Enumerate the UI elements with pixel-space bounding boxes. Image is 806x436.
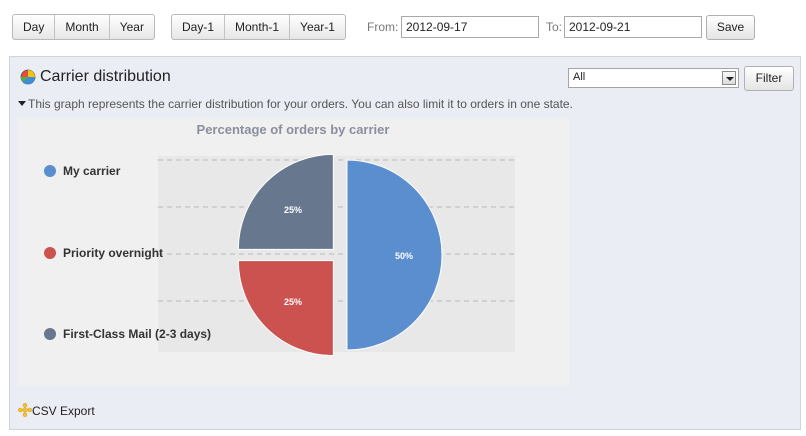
previous-period-button-group: Day-1 Month-1 Year-1 <box>171 14 346 40</box>
chart-title: Percentage of orders by carrier <box>197 122 390 137</box>
from-label: From: <box>367 20 399 34</box>
carrier-distribution-panel: Carrier distribution All Filter This gra… <box>9 56 801 430</box>
pie-slice-first-class-mail-2-3-days <box>237 153 334 250</box>
legend-label-priority-overnight: Priority overnight <box>63 246 163 260</box>
csv-export-link[interactable]: CSV Export <box>18 403 95 418</box>
from-date-input[interactable] <box>401 16 539 38</box>
state-select-value: All <box>573 71 586 83</box>
asterisk-icon <box>18 403 32 417</box>
state-select[interactable]: All <box>568 68 739 88</box>
legend-marker-first-class-mail-2-3-days <box>44 328 56 340</box>
chevron-down-icon[interactable] <box>722 71 736 85</box>
slice-label-my-carrier: 50% <box>395 251 413 261</box>
pie-slice-priority-overnight <box>237 260 334 357</box>
day-button[interactable]: Day <box>23 20 45 34</box>
filter-button[interactable]: Filter <box>744 66 794 91</box>
legend-label-first-class-mail-2-3-days: First-Class Mail (2-3 days) <box>63 327 211 341</box>
pie-chart-icon <box>20 69 36 85</box>
day-minus-one-button[interactable]: Day-1 <box>182 20 215 34</box>
to-label: To: <box>546 20 563 34</box>
description-text: This graph represents the carrier distri… <box>28 97 573 111</box>
year-minus-one-button[interactable]: Year-1 <box>289 15 345 39</box>
chart-area: Percentage of orders by carrier 50% 25% 25%… <box>18 118 569 386</box>
legend-marker-priority-overnight <box>44 247 56 259</box>
graph-description[interactable]: This graph represents the carrier distri… <box>18 97 573 111</box>
panel-title: Carrier distribution <box>40 68 171 85</box>
period-button-group: Day Month Year <box>12 14 155 40</box>
to-date-input[interactable] <box>564 16 702 38</box>
legend-marker-my-carrier <box>44 165 56 177</box>
pie-slice-my-carrier <box>346 159 443 351</box>
year-button[interactable]: Year <box>108 15 154 39</box>
collapse-arrow-icon[interactable] <box>18 101 26 107</box>
pie-chart: Percentage of orders by carrier 50% 25% 25%… <box>44 122 515 357</box>
plot-background <box>158 156 515 352</box>
slice-label-first-class-mail-2-3-days: 25% <box>284 205 302 215</box>
month-minus-one-button[interactable]: Month-1 <box>224 15 289 39</box>
slice-label-priority-overnight: 25% <box>284 297 302 307</box>
month-button[interactable]: Month <box>54 15 108 39</box>
csv-export-label: CSV Export <box>32 404 95 418</box>
save-button[interactable]: Save <box>706 15 755 40</box>
legend-label-my-carrier: My carrier <box>63 164 121 178</box>
